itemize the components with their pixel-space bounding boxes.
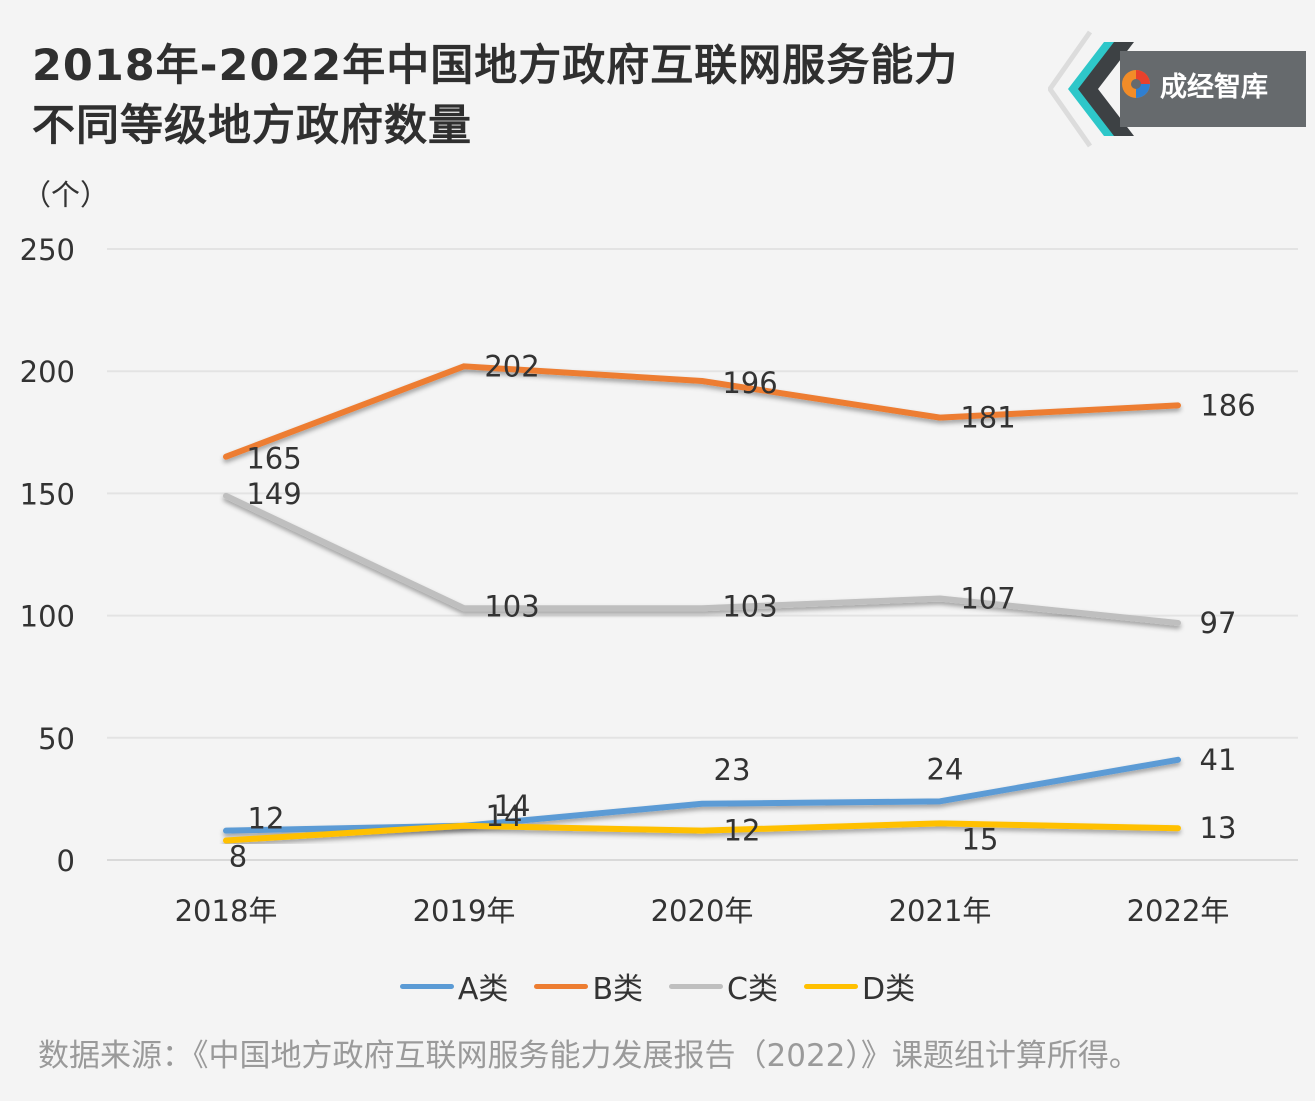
series-line-A类 [223, 756, 1181, 834]
legend-item: A类 [399, 966, 509, 1007]
y-tick-label: 150 [20, 477, 75, 511]
data-label: 165 [246, 442, 301, 476]
y-axis-unit-label: （个） [22, 178, 109, 212]
data-label: 41 [1200, 743, 1237, 777]
x-tick-label: 2021年 [889, 894, 992, 928]
legend-label: A类 [457, 972, 509, 1007]
data-label: 14 [494, 789, 531, 823]
x-tick-label: 2019年 [413, 894, 516, 928]
legend-item: B类 [534, 966, 644, 1007]
series-line-D类 [223, 820, 1181, 844]
x-tick-label: 2022年 [1127, 894, 1230, 928]
swirl-logo-icon [1122, 70, 1150, 98]
data-label: 149 [246, 477, 301, 511]
data-label: 97 [1200, 606, 1237, 640]
y-tick-label: 0 [57, 844, 75, 878]
data-label: 23 [714, 753, 751, 787]
data-label: 103 [484, 589, 539, 623]
data-label: 13 [1200, 811, 1237, 845]
legend-swatch [534, 983, 589, 989]
legend-label: C类 [727, 972, 778, 1007]
chart-legend: A类 B类 C类 D类 [0, 966, 1315, 1007]
series-line-C类 [223, 492, 1181, 626]
x-tick-label: 2018年 [175, 894, 278, 928]
y-tick-label: 250 [20, 233, 75, 267]
data-label: 186 [1200, 388, 1255, 422]
x-tick-label: 2020年 [651, 894, 754, 928]
y-tick-label: 100 [20, 600, 75, 634]
legend-item: C类 [669, 966, 778, 1007]
data-label: 12 [724, 814, 761, 848]
chart-title-line1: 2018年-2022年中国地方政府互联网服务能力 [32, 41, 959, 91]
data-label: 24 [927, 752, 964, 786]
y-tick-label: 200 [20, 355, 75, 389]
data-label: 14 [486, 799, 523, 833]
logo-box [1120, 51, 1306, 127]
data-label: 15 [962, 822, 999, 856]
series-line-B类 [223, 363, 1181, 460]
logo-chevron-icon [1046, 30, 1134, 148]
chart-title: 2018年-2022年中国地方政府互联网服务能力 不同等级地方政府数量 [32, 36, 958, 156]
legend-swatch [803, 983, 858, 989]
legend-label: B类 [592, 972, 644, 1007]
brand-logo: 成经智库 [1046, 30, 1306, 148]
legend-label: D类 [861, 972, 916, 1007]
legend-swatch [399, 983, 454, 989]
logo-text: 成经智库 [1160, 72, 1268, 103]
data-label: 103 [722, 589, 777, 623]
legend-item: D类 [803, 966, 916, 1007]
data-label: 202 [484, 349, 539, 383]
chart-title-line2: 不同等级地方政府数量 [32, 101, 472, 151]
data-label: 12 [248, 802, 285, 836]
data-source-note: 数据来源：《中国地方政府互联网服务能力发展报告（2022）》课题组计算所得。 [38, 1038, 1140, 1074]
data-label: 8 [229, 839, 247, 873]
y-tick-label: 50 [38, 722, 75, 756]
legend-swatch [669, 983, 724, 989]
data-label: 181 [960, 401, 1015, 435]
data-label: 196 [722, 366, 777, 400]
data-label: 107 [960, 581, 1015, 615]
